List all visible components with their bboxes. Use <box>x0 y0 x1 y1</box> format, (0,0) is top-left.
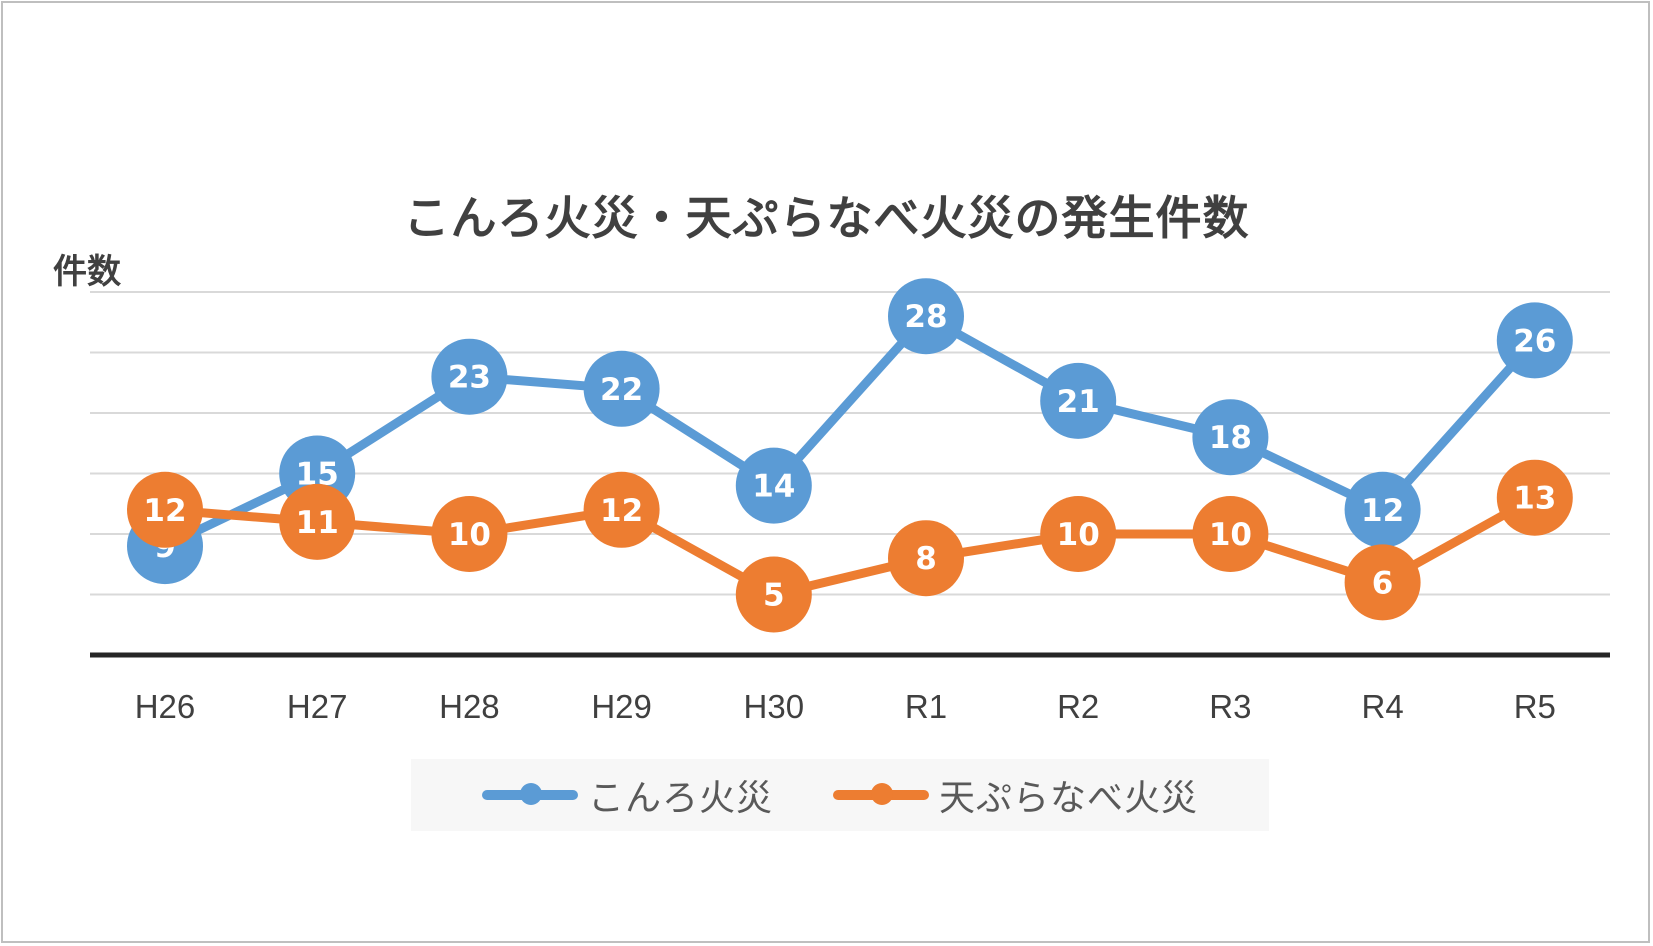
x-tick-R1: R1 <box>905 688 947 725</box>
data-point-0-H29: 22 <box>583 350 660 427</box>
x-tick-R5: R5 <box>1514 688 1556 725</box>
data-label-0-3: 22 <box>600 372 643 408</box>
legend: こんろ火災 天ぷらなべ火災 <box>411 759 1269 831</box>
series-markers: 915232214282118122612111012581010613 <box>127 278 1573 633</box>
x-tick-H29: H29 <box>591 688 652 725</box>
marker-1-3 <box>583 471 660 548</box>
data-point-0-R5: 26 <box>1496 302 1573 379</box>
data-label-1-8: 6 <box>1372 565 1394 601</box>
series-line-1 <box>160 493 1540 599</box>
series-lines <box>160 311 1540 599</box>
data-point-1-H27: 11 <box>279 483 356 560</box>
marker-1-1 <box>279 483 356 560</box>
marker-1-5 <box>888 520 964 597</box>
chart-title: こんろ火災・天ぷらなべ火災の発生件数 <box>403 191 1250 245</box>
data-label-0-5: 28 <box>904 299 947 335</box>
x-axis-tick-labels: H26 H27 H28 H29 H30 R1 R2 R3 R4 R5 <box>135 688 1556 725</box>
series-line-0 <box>160 311 1540 551</box>
data-point-1-R3: 10 <box>1192 496 1269 572</box>
data-point-0-R3: 18 <box>1192 399 1269 476</box>
marker-0-5 <box>888 278 964 355</box>
data-label-1-4: 5 <box>763 578 785 614</box>
data-label-1-0: 12 <box>143 493 186 529</box>
x-tick-R2: R2 <box>1057 688 1099 725</box>
data-point-1-H30: 5 <box>735 556 812 633</box>
data-point-0-H30: 14 <box>735 447 812 524</box>
marker-1-4 <box>735 556 812 633</box>
legend-swatch-0 <box>481 783 578 805</box>
marker-0-3 <box>583 350 660 427</box>
y-axis-label: 件数 <box>53 252 121 292</box>
data-label-0-7: 18 <box>1209 420 1252 456</box>
x-tick-H27: H27 <box>287 688 348 725</box>
data-label-0-6: 21 <box>1057 384 1100 420</box>
marker-1-0 <box>127 471 203 548</box>
x-tick-H30: H30 <box>744 688 805 725</box>
data-label-0-2: 23 <box>448 360 491 396</box>
data-point-0-H28: 23 <box>431 338 508 415</box>
x-tick-R3: R3 <box>1209 688 1251 725</box>
legend-swatch-1 <box>833 783 929 805</box>
legend-item-1: 天ぷらなべ火災 <box>833 769 1198 821</box>
data-point-1-R4: 6 <box>1344 544 1421 621</box>
data-label-1-1: 11 <box>296 505 339 541</box>
data-label-1-2: 10 <box>448 517 491 553</box>
marker-1-2 <box>431 496 508 572</box>
data-point-1-H26: 12 <box>127 471 203 548</box>
data-label-0-9: 26 <box>1513 323 1556 359</box>
data-point-1-R2: 10 <box>1040 496 1117 572</box>
marker-1-9 <box>1496 459 1573 536</box>
legend-item-0: こんろ火災 <box>481 769 773 821</box>
legend-label-1: 天ぷらなべ火災 <box>939 778 1199 819</box>
marker-0-8 <box>1344 471 1421 548</box>
marker-0-4 <box>735 447 812 524</box>
data-point-0-R4: 12 <box>1344 471 1421 548</box>
data-point-1-R5: 13 <box>1496 459 1573 536</box>
data-label-0-8: 12 <box>1361 493 1404 529</box>
marker-1-8 <box>1344 544 1421 621</box>
data-label-1-3: 12 <box>600 493 643 529</box>
marker-1-6 <box>1040 496 1117 572</box>
data-point-1-H29: 12 <box>583 471 660 548</box>
x-tick-R4: R4 <box>1362 688 1404 725</box>
data-label-1-7: 10 <box>1209 517 1252 553</box>
marker-0-6 <box>1040 362 1117 439</box>
x-tick-H26: H26 <box>135 688 196 725</box>
marker-1-7 <box>1192 496 1269 572</box>
data-label-1-5: 8 <box>915 541 937 577</box>
data-label-1-6: 10 <box>1057 517 1100 553</box>
legend-label-0: こんろ火災 <box>587 778 773 819</box>
data-point-1-H28: 10 <box>431 496 508 572</box>
marker-0-9 <box>1496 302 1573 379</box>
data-label-1-9: 13 <box>1513 481 1556 517</box>
marker-0-2 <box>431 338 508 415</box>
marker-0-7 <box>1192 399 1269 476</box>
data-point-0-R1: 28 <box>888 278 964 355</box>
data-point-1-R1: 8 <box>888 520 964 597</box>
x-tick-H28: H28 <box>439 688 500 725</box>
data-point-0-R2: 21 <box>1040 362 1117 439</box>
data-label-0-4: 14 <box>752 469 795 505</box>
